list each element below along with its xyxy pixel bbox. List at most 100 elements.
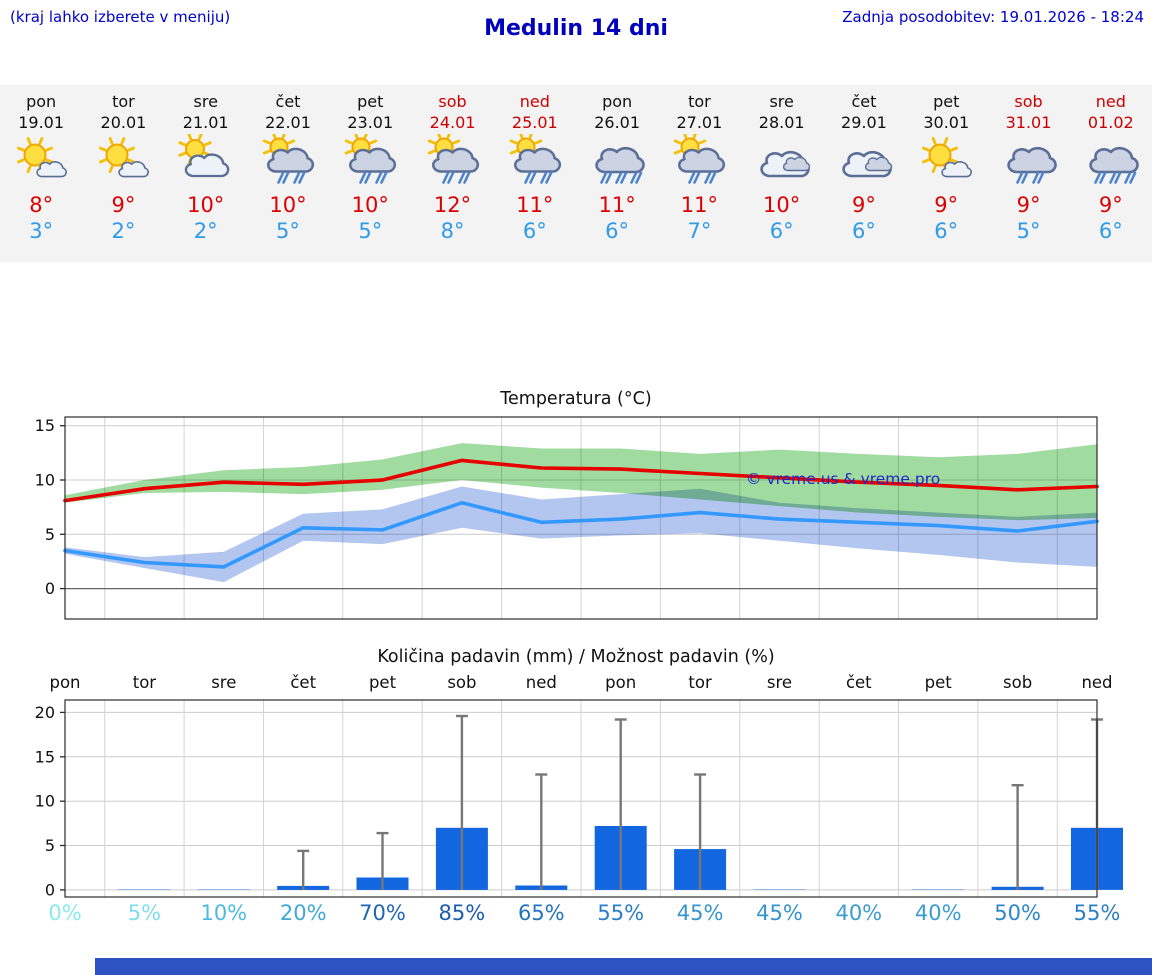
- probability-label: 45%: [756, 901, 803, 925]
- probability-label: 85%: [439, 901, 486, 925]
- tmin-label: 6°: [934, 219, 959, 243]
- precip-day-label: tor: [133, 673, 157, 692]
- heavy-rain-icon: [576, 134, 658, 190]
- tmax-label: 9°: [852, 193, 876, 217]
- forecast-day-column[interactable]: pet 30.01 9° 6°: [905, 85, 987, 262]
- day-name-label: sre: [769, 92, 794, 111]
- probability-label: 65%: [518, 901, 565, 925]
- day-name-label: tor: [688, 92, 711, 111]
- probability-label: 40%: [915, 901, 962, 925]
- sun-showers-icon: [494, 134, 576, 190]
- probability-label: 40%: [835, 901, 882, 925]
- day-date-label: 25.01: [511, 113, 558, 132]
- precip-day-label: sob: [1003, 673, 1032, 692]
- forecast-day-column[interactable]: pon 26.01 11° 6°: [576, 85, 658, 262]
- day-name-label: čet: [851, 92, 877, 111]
- forecast-day-column[interactable]: sob 31.01 9° 5°: [987, 85, 1069, 262]
- probability-label: 50%: [994, 901, 1041, 925]
- probability-label: 70%: [359, 901, 406, 925]
- tmax-label: 12°: [433, 193, 472, 217]
- day-name-label: tor: [112, 92, 135, 111]
- precip-ytick-label: 20: [35, 703, 55, 722]
- day-name-label: pet: [357, 92, 384, 111]
- day-name-label: čet: [275, 92, 301, 111]
- day-date-label: 30.01: [923, 113, 970, 132]
- precip-day-label: čet: [290, 673, 316, 692]
- sun-showers-icon: [247, 134, 329, 190]
- tmax-label: 9°: [1098, 193, 1123, 217]
- forecast-day-column[interactable]: sob 24.01 12° 8°: [411, 85, 493, 262]
- day-date-label: 31.01: [1005, 113, 1052, 132]
- tmin-label: 8°: [440, 219, 465, 243]
- precip-day-label: ned: [526, 673, 557, 692]
- tmax-label: 10°: [351, 193, 389, 217]
- day-date-label: 01.02: [1087, 113, 1134, 132]
- day-name-label: pon: [26, 92, 57, 111]
- forecast-strip: pon 19.01 8° 3° tor 20.01 9° 2° sre 21.01 10° 2° čet…: [0, 85, 1152, 262]
- forecast-day-column[interactable]: sre 21.01 10° 2°: [165, 85, 247, 262]
- tmax-label: 10°: [187, 193, 225, 217]
- forecast-day-column[interactable]: čet 29.01 9° 6°: [823, 85, 905, 262]
- heavy-rain-icon: [1070, 134, 1152, 190]
- day-date-label: 24.01: [429, 113, 476, 132]
- tmin-label: 7°: [687, 219, 712, 243]
- precip-day-label: čet: [846, 673, 872, 692]
- partly-cloudy-icon: [165, 134, 247, 190]
- mostly-sunny-icon: [0, 134, 82, 190]
- cloudy-icon: [823, 134, 905, 190]
- day-date-label: 27.01: [676, 113, 723, 132]
- tmin-label: 6°: [605, 219, 630, 243]
- precip-day-label: pet: [369, 673, 397, 692]
- tmin-label: 2°: [193, 219, 218, 243]
- page-title: Medulin 14 dni: [484, 16, 668, 41]
- precip-day-label: ned: [1081, 673, 1112, 692]
- temp-band-0: [65, 443, 1097, 521]
- temp-ytick-label: 5: [45, 525, 55, 544]
- precip-day-label: sob: [447, 673, 476, 692]
- precip-day-label: sre: [211, 673, 236, 692]
- day-date-label: 23.01: [347, 113, 394, 132]
- tmin-label: 3°: [29, 219, 54, 243]
- tmax-label: 9°: [934, 193, 959, 217]
- tmax-label: 10°: [269, 193, 307, 217]
- precipitation-chart-title: Količina padavin (mm) / Možnost padavin …: [377, 647, 775, 667]
- forecast-day-column[interactable]: tor 20.01 9° 2°: [82, 85, 164, 262]
- forecast-day-column[interactable]: sre 28.01 10° 6°: [741, 85, 823, 262]
- forecast-day-column[interactable]: ned 25.01 11° 6°: [494, 85, 576, 262]
- precip-day-label: sre: [767, 673, 792, 692]
- precip-ytick-label: 0: [45, 880, 55, 899]
- probability-label: 45%: [677, 901, 724, 925]
- day-date-label: 21.01: [182, 113, 229, 132]
- sun-showers-icon: [658, 134, 740, 190]
- footer-bar: [95, 958, 1152, 975]
- day-date-label: 20.01: [100, 113, 147, 132]
- probability-label: 0%: [48, 901, 81, 925]
- cloudy-icon: [741, 134, 823, 190]
- last-updated: Zadnja posodobitev: 19.01.2026 - 18:24: [842, 8, 1144, 26]
- tmax-label: 8°: [29, 193, 54, 217]
- tmin-label: 2°: [111, 219, 136, 243]
- rain-icon: [987, 134, 1069, 190]
- tmin-label: 5°: [1016, 219, 1041, 243]
- tmax-label: 11°: [598, 193, 636, 217]
- mostly-sunny-icon: [82, 134, 164, 190]
- precipitation-chart: pon tor sre čet pet sob ned pon tor sre čet pet sob n…: [35, 673, 1123, 925]
- tmin-label: 6°: [522, 219, 547, 243]
- forecast-day-column[interactable]: pet 23.01 10° 5°: [329, 85, 411, 262]
- day-name-label: sob: [1014, 92, 1043, 111]
- tmax-label: 11°: [516, 193, 554, 217]
- forecast-day-column[interactable]: čet 22.01 10° 5°: [247, 85, 329, 262]
- temp-line-0: [63, 458, 1099, 503]
- tmax-label: 9°: [111, 193, 136, 217]
- forecast-day-column[interactable]: ned 01.02 9° 6°: [1070, 85, 1152, 262]
- precip-day-label: pon: [49, 673, 80, 692]
- day-name-label: ned: [519, 92, 550, 111]
- precip-ytick-label: 5: [45, 836, 55, 855]
- temp-ytick-label: 15: [35, 416, 55, 435]
- watermark-link[interactable]: © vreme.us & vreme.pro: [746, 470, 940, 488]
- forecast-day-column[interactable]: pon 19.01 8° 3°: [0, 85, 82, 262]
- tmax-label: 9°: [1016, 193, 1041, 217]
- tmin-label: 6°: [852, 219, 876, 243]
- temp-line-1: [63, 501, 1099, 569]
- forecast-day-column[interactable]: tor 27.01 11° 7°: [658, 85, 740, 262]
